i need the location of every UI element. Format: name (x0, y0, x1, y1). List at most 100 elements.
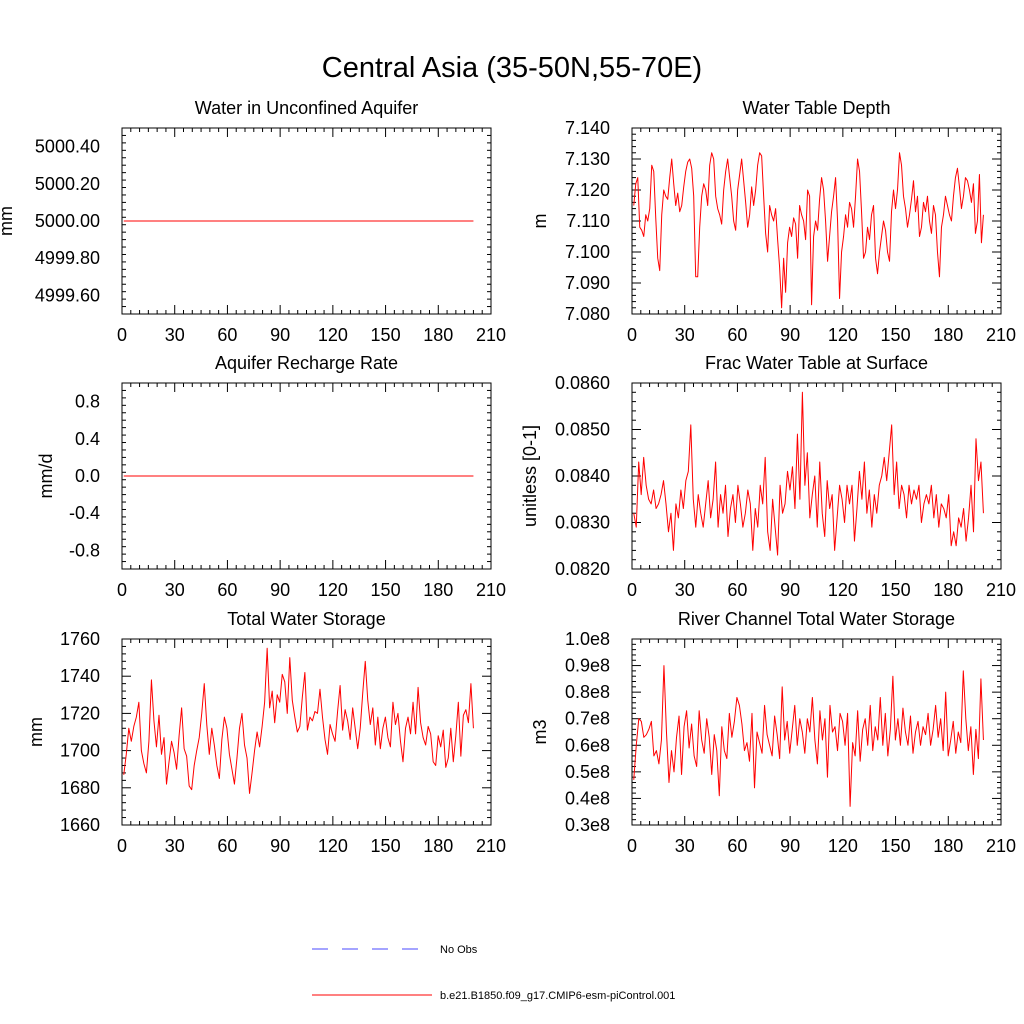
y-tick-label: 0.4e8 (565, 788, 610, 808)
y-tick-label: 7.110 (566, 211, 610, 231)
y-tick-label: -0.8 (69, 540, 100, 560)
x-tick-label: 150 (371, 580, 401, 600)
y-axis-label: m3 (530, 719, 550, 744)
x-tick-label: 180 (423, 580, 453, 600)
y-tick-label: 5000.00 (35, 211, 100, 231)
y-tick-label: 7.100 (565, 242, 610, 262)
y-axis-label: mm (26, 717, 46, 747)
x-tick-label: 0 (627, 325, 637, 345)
x-tick-label: 210 (476, 836, 506, 856)
series-line (633, 665, 984, 807)
y-tick-label: 7.120 (565, 180, 610, 200)
x-tick-label: 0 (117, 325, 127, 345)
y-axis-label: unitless [0-1] (520, 425, 540, 527)
plot-frame (121, 638, 492, 826)
x-tick-label: 120 (318, 580, 348, 600)
x-tick-label: 30 (165, 580, 185, 600)
y-tick-label: 1680 (60, 778, 100, 798)
panel-title: Total Water Storage (227, 609, 385, 629)
x-tick-label: 0 (117, 580, 127, 600)
y-tick-label: 0.0830 (555, 513, 610, 533)
panel-title: Frac Water Table at Surface (705, 353, 928, 373)
x-tick-label: 30 (675, 836, 695, 856)
x-tick-label: 0 (117, 836, 127, 856)
x-tick-label: 60 (217, 836, 237, 856)
x-tick-label: 150 (881, 580, 911, 600)
x-tick-label: 120 (318, 836, 348, 856)
y-tick-label: 0.0820 (555, 559, 610, 579)
x-tick-label: 60 (217, 325, 237, 345)
x-tick-label: 90 (780, 580, 800, 600)
x-tick-label: 0 (627, 580, 637, 600)
y-tick-label: 0.0 (75, 466, 100, 486)
x-tick-label: 0 (627, 836, 637, 856)
x-tick-label: 210 (986, 836, 1016, 856)
y-tick-label: 0.0850 (555, 420, 610, 440)
x-tick-label: 60 (727, 325, 747, 345)
x-tick-label: 150 (881, 836, 911, 856)
x-tick-label: 60 (727, 580, 747, 600)
y-tick-label: 5000.40 (35, 137, 100, 157)
x-tick-label: 60 (217, 580, 237, 600)
plot-frame (631, 638, 1002, 826)
y-tick-label: 7.090 (565, 273, 610, 293)
x-tick-label: 150 (881, 325, 911, 345)
y-tick-label: 0.0840 (555, 466, 610, 486)
y-tick-label: 0.7e8 (565, 709, 610, 729)
chart-panel: Aquifer Recharge Rate mm/d 0 30 60 90 120 150 18… (36, 353, 506, 600)
y-tick-label: 1700 (60, 741, 100, 761)
chart-panel: Frac Water Table at Surface unitless [0-1… (520, 353, 1016, 600)
y-tick-label: 0.5e8 (565, 762, 610, 782)
y-tick-label: 5000.20 (35, 174, 100, 194)
y-tick-label: 0.8 (75, 392, 100, 412)
x-tick-label: 120 (828, 836, 858, 856)
x-tick-label: 210 (986, 325, 1016, 345)
figure-title: Central Asia (35-50N,55-70E) (321, 52, 703, 84)
x-tick-label: 180 (423, 836, 453, 856)
y-tick-label: 1760 (60, 629, 100, 649)
x-tick-label: 30 (675, 325, 695, 345)
y-tick-label: 7.140 (565, 118, 610, 138)
y-tick-label: 0.0860 (555, 373, 610, 393)
x-tick-label: 120 (828, 325, 858, 345)
panel-title: Aquifer Recharge Rate (215, 353, 398, 373)
y-tick-label: 1720 (60, 703, 100, 723)
x-tick-label: 90 (270, 325, 290, 345)
plot-frame (631, 127, 1002, 315)
y-axis-label: m (530, 214, 550, 229)
x-tick-label: 30 (165, 836, 185, 856)
chart-panel: Total Water Storage mm 0 30 60 90 120 150 180 210… (26, 609, 506, 856)
y-tick-label: -0.4 (69, 503, 100, 523)
y-axis-label: mm (0, 206, 16, 236)
x-tick-label: 60 (727, 836, 747, 856)
x-tick-label: 150 (371, 325, 401, 345)
y-tick-label: 1.0e8 (565, 629, 610, 649)
x-tick-label: 120 (318, 325, 348, 345)
y-tick-label: 7.130 (565, 149, 610, 169)
legend-label-obs: No Obs (440, 944, 478, 956)
x-tick-label: 30 (675, 580, 695, 600)
chart-panels: Water in Unconfined Aquifer mm 0 30 60 90 120 1… (0, 98, 1016, 856)
y-axis-label: mm/d (36, 454, 56, 499)
x-tick-label: 180 (933, 325, 963, 345)
x-tick-label: 120 (828, 580, 858, 600)
x-tick-label: 90 (780, 836, 800, 856)
x-tick-label: 30 (165, 325, 185, 345)
y-tick-label: 4999.80 (35, 248, 100, 268)
y-tick-label: 4999.60 (35, 285, 100, 305)
series-line (633, 391, 984, 556)
y-tick-label: 0.8e8 (565, 682, 610, 702)
x-tick-label: 150 (371, 836, 401, 856)
y-tick-label: 7.080 (565, 304, 610, 324)
chart-legend: No Obs b.e21.B1850.f09_g17.CMIP6-esm-piC… (312, 944, 675, 1002)
y-tick-label: 0.6e8 (565, 735, 610, 755)
y-tick-label: 0.9e8 (565, 656, 610, 676)
panel-title: Water in Unconfined Aquifer (195, 98, 418, 118)
legend-label-model: b.e21.B1850.f09_g17.CMIP6-esm-piControl.… (440, 990, 675, 1002)
y-tick-label: 0.4 (75, 429, 100, 449)
x-tick-label: 180 (933, 836, 963, 856)
chart-panel: Water in Unconfined Aquifer mm 0 30 60 90 120 1… (0, 98, 506, 345)
series-line (633, 152, 984, 309)
x-tick-label: 210 (476, 325, 506, 345)
